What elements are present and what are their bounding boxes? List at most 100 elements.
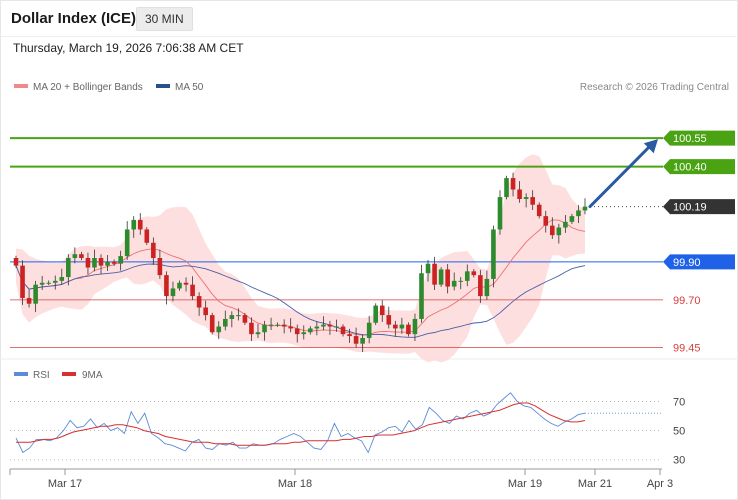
rsi-ma-legend-swatch [62,372,76,376]
candle-body [46,282,52,284]
credit-text: Research © 2026 Trading Central [580,82,729,93]
x-tick-label: Mar 21 [578,478,612,490]
level-label-100-55: 100.55 [673,133,707,145]
bollinger-band [16,154,585,363]
candle-body [353,336,359,344]
candle-body [497,197,503,230]
candle-body [203,307,208,316]
candle-body [249,322,254,335]
level-label-99-90: 99.90 [673,257,701,269]
candle-body [170,288,176,297]
candle-body [262,324,267,333]
candle-body [33,284,38,304]
candle-body [569,216,575,222]
candle-body [85,258,91,268]
candle-body [549,225,555,236]
timeframe-button[interactable]: 30 MIN [136,7,193,31]
candle-body [556,227,562,236]
candle-body [72,254,78,259]
candle-body [66,258,71,278]
candle-body [131,219,137,230]
candle-body [419,273,424,319]
forecast-arrow-line [588,142,654,209]
candle-body [582,206,588,211]
candle-body [105,261,110,266]
candle-body [314,326,320,329]
ma50-legend-swatch [156,84,170,88]
candle-body [196,296,202,308]
ma20-legend-label: MA 20 + Bollinger Bands [33,82,143,93]
candle-body [458,280,464,282]
candle-body [543,216,549,226]
candle-body [517,189,522,199]
candle-body [301,332,307,335]
rsi-tick-50: 50 [673,426,685,438]
x-tick-label: Mar 19 [508,478,542,490]
candle-body [464,271,470,281]
candle-body [563,221,568,228]
candle-body [451,280,457,287]
level-label-100-40: 100.40 [673,162,707,174]
x-tick-label: Apr 3 [647,478,673,490]
level-tag-100-55 [663,130,735,146]
candle-body [327,324,333,327]
candle-body [20,265,25,298]
candle-body [347,334,352,337]
candle-body [281,324,287,327]
candle-body [308,328,313,333]
candle-body [236,315,241,317]
rsi-tick-30: 30 [673,455,685,467]
candle-body [209,315,215,333]
level-label-100-19: 100.19 [673,202,707,214]
candle-body [379,305,385,316]
ma50-legend-label: MA 50 [175,82,204,93]
ma50-line [15,263,586,338]
candle-body [406,324,411,335]
candle-body [386,315,392,325]
candle-body [425,263,431,274]
candle-body [491,229,496,279]
candle-body [268,324,274,326]
ma20-legend-swatch [14,84,28,88]
candle-body [59,277,65,281]
candle-body [393,324,398,329]
level-label-99-45: 99.45 [673,342,701,354]
candle-body [164,275,169,297]
candle-body [478,275,483,297]
rsi-ma-legend-label: 9MA [82,370,103,381]
candle-body [510,178,516,190]
level-tag-100-40 [663,159,735,175]
candle-body [334,326,339,328]
candle-body [157,258,163,276]
candle-body [360,337,365,344]
level-tag-99-90 [663,254,735,270]
candles-group [13,172,588,353]
candle-body [26,297,32,304]
candle-body [275,324,280,326]
level-tag-100-19 [663,199,735,215]
candle-body [190,284,195,297]
report-datetime: Thursday, March 19, 2026 7:06:38 AM CET [13,41,244,55]
candle-body [151,242,156,259]
x-tick-label: Mar 17 [48,478,82,490]
candle-body [523,197,529,199]
candle-body [373,305,379,323]
candle-body [118,256,123,264]
instrument-title: Dollar Index (ICE) [11,10,137,27]
candle-body [340,326,346,335]
candle-body [438,269,444,285]
candle-body [399,324,405,329]
forecast-arrow-head [643,139,658,154]
candle-body [13,258,19,266]
candle-body [432,263,437,285]
candle-body [98,258,104,266]
candle-body [294,328,300,335]
candle-body [471,271,477,276]
candle-body [144,229,150,243]
candle-body [222,318,228,327]
rsi-ma-line [16,402,586,446]
candle-body [484,278,490,297]
candle-body [177,282,182,289]
candle-body [288,326,293,329]
